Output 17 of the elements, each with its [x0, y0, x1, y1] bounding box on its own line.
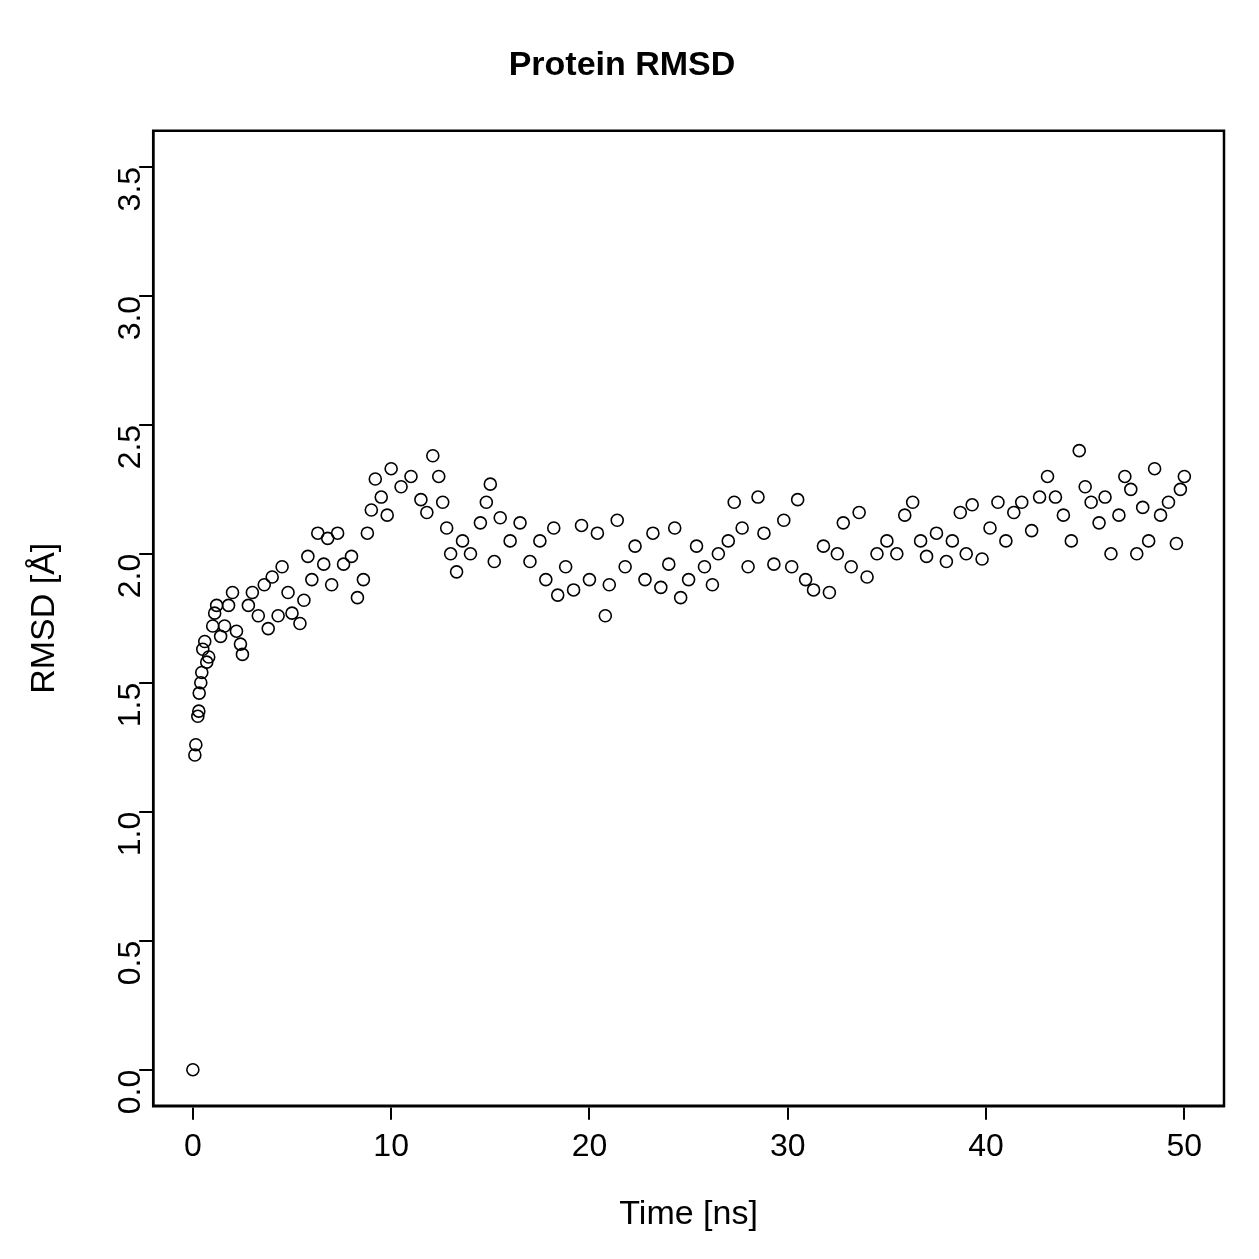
y-tick-label: 3.0	[111, 295, 148, 341]
y-tick-label: 0.0	[111, 1069, 148, 1115]
x-tick-label: 30	[769, 1126, 806, 1163]
y-tick-label: 3.5	[111, 166, 148, 212]
y-tick-label: 1.0	[111, 811, 148, 857]
x-tick-label: 40	[968, 1126, 1004, 1163]
y-axis-title: RMSD [Å]	[22, 542, 61, 694]
x-axis-title: Time [ns]	[619, 1192, 758, 1231]
chart-title: Protein RMSD	[508, 43, 736, 82]
x-tick-label: 20	[571, 1126, 608, 1163]
x-tick-label: 50	[1166, 1126, 1203, 1163]
y-tick-label: 2.0	[111, 553, 148, 599]
x-tick-label: 10	[373, 1126, 409, 1163]
x-tick-label: 0	[183, 1126, 202, 1163]
y-tick-label: 1.5	[111, 682, 148, 728]
y-tick-label: 2.5	[111, 424, 148, 470]
y-tick-label: 0.5	[111, 940, 148, 986]
